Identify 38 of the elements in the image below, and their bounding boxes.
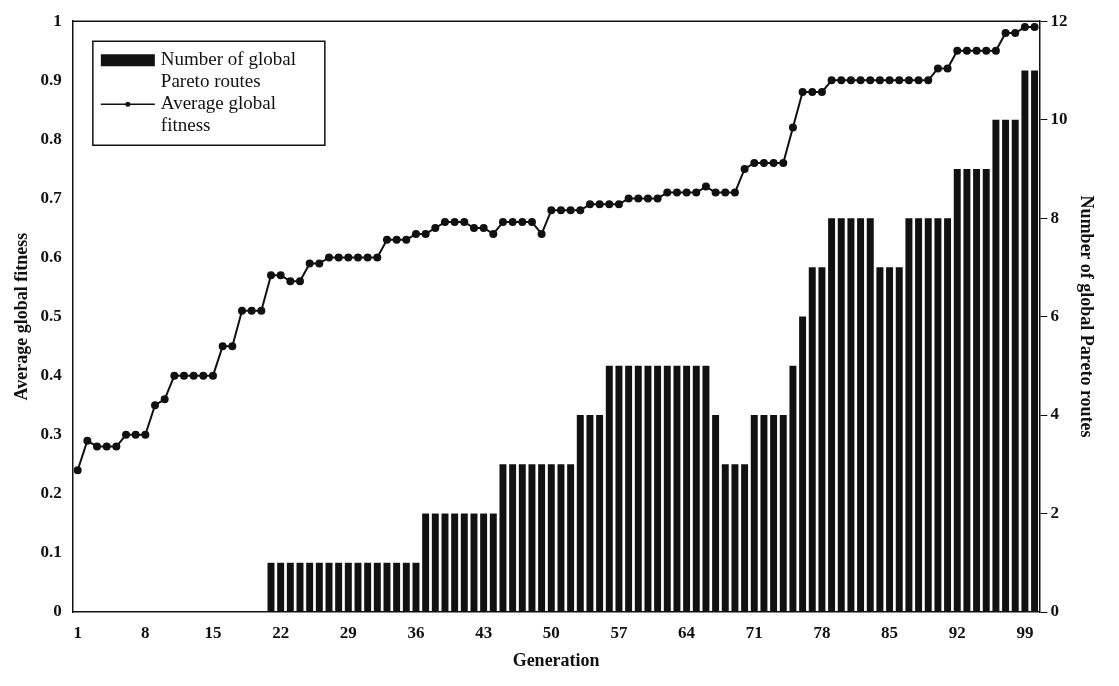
y-tick-label: 0.6 [40,246,62,266]
x-tick-label: 99 [1016,622,1034,642]
x-tick-label: 29 [339,622,357,642]
x-tick-label: 71 [745,622,763,642]
y-tick-label: 0.2 [40,483,62,503]
y2-axis-title: Number of global Pareto routes [1076,195,1097,438]
legend-label: Average global fitness [160,92,277,136]
x-tick-label: 85 [881,622,899,642]
y-tick-label: 0.8 [40,128,62,148]
x-tick-label: 50 [542,622,560,642]
x-tick-label: 78 [813,622,831,642]
x-tick-label: 15 [204,622,222,642]
x-tick-label: 8 [141,622,150,642]
y-tick-label: 0 [53,601,62,621]
y2-tick-label: 6 [1050,305,1059,325]
y-tick-label: 0.3 [40,424,62,444]
x-tick-label: 43 [475,622,493,642]
y-tick-label: 0.9 [40,69,62,89]
y2-tick-label: 10 [1050,109,1068,129]
x-tick-label: 1 [73,622,82,642]
x-tick-label: 36 [407,622,425,642]
y-tick-label: 0.7 [40,187,63,207]
y-tick-label: 0.5 [40,305,62,325]
x-tick-label: 92 [948,622,966,642]
x-tick-label: 22 [272,622,290,642]
y2-tick-label: 2 [1050,502,1059,522]
legend-label: Number of global Pareto routes [160,48,296,92]
y-axis-title: Average global fitness [11,232,32,401]
x-tick-label: 64 [678,622,696,642]
x-tick-label: 57 [610,622,628,642]
x-axis-title: Generation [512,649,600,670]
y2-tick-label: 0 [1050,601,1059,621]
y2-tick-label: 8 [1050,207,1059,227]
y-tick-label: 1 [53,10,62,30]
y2-tick-label: 4 [1050,404,1060,424]
y-tick-label: 0.4 [40,365,63,385]
y2-tick-label: 12 [1050,10,1068,30]
y-tick-label: 0.1 [40,542,62,562]
